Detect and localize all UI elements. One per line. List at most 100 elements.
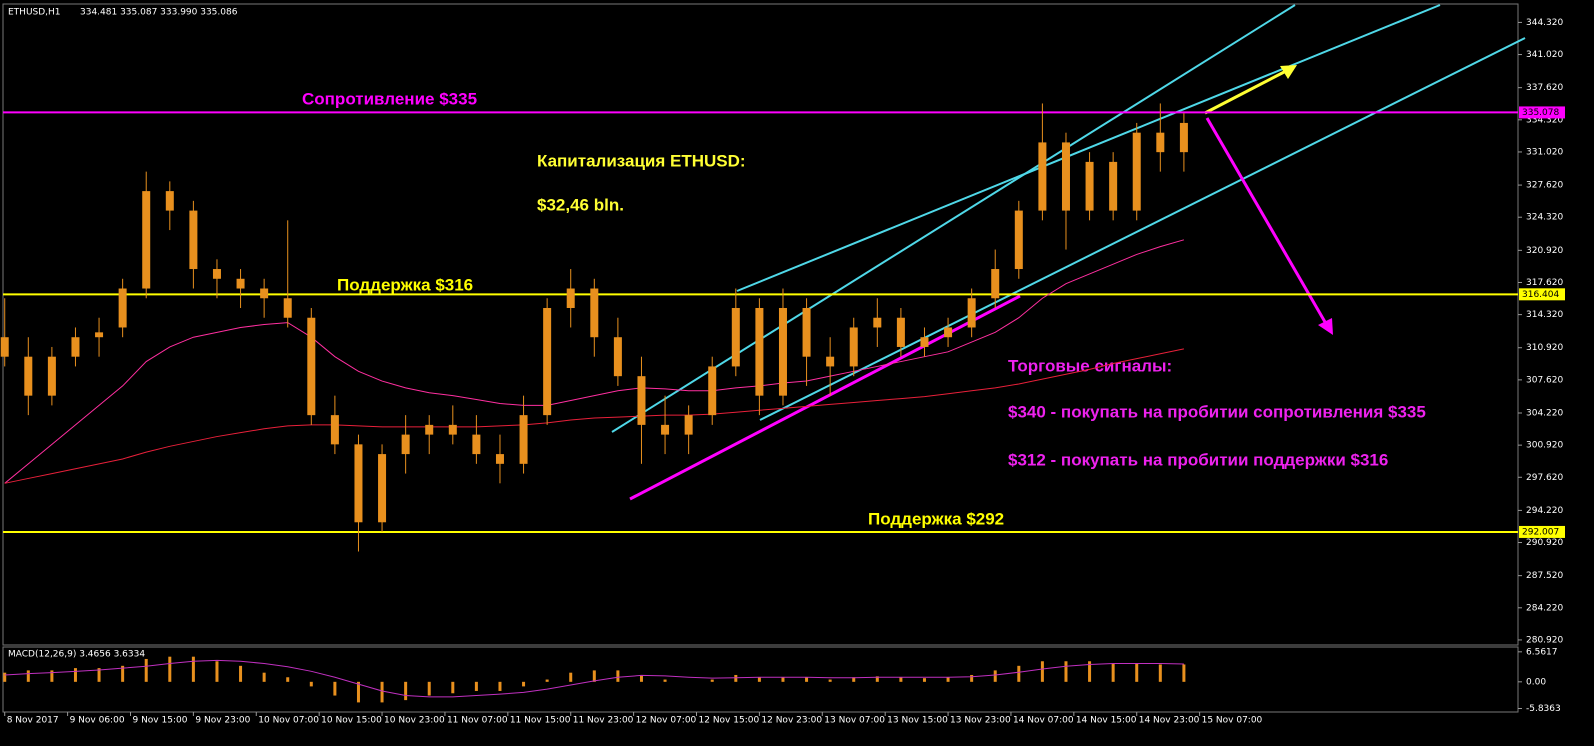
x-tick-label: 8 Nov 2017 bbox=[7, 716, 59, 726]
macd-y-tick-label: 6.5617 bbox=[1526, 647, 1558, 657]
level-tag-label: 335.078 bbox=[1522, 108, 1559, 118]
candle-body bbox=[1014, 210, 1023, 270]
macd-bar bbox=[333, 681, 337, 696]
y-tick-label: 300.920 bbox=[1526, 441, 1563, 451]
macd-bar bbox=[1158, 664, 1162, 682]
candle-body bbox=[24, 356, 33, 396]
macd-bar bbox=[569, 672, 573, 682]
candle-body bbox=[1038, 142, 1047, 211]
y-tick-label: 297.620 bbox=[1526, 473, 1563, 483]
y-tick-label: 290.920 bbox=[1526, 538, 1563, 548]
annotation: $340 - покупать на пробитии сопротивлени… bbox=[1008, 402, 1426, 421]
macd-bar bbox=[639, 674, 643, 682]
macd-bar bbox=[734, 674, 738, 682]
candle-body bbox=[236, 278, 245, 289]
annotation: Торговые сигналы: bbox=[1008, 356, 1172, 375]
x-tick-label: 12 Nov 23:00 bbox=[761, 716, 822, 726]
main-frame bbox=[2, 3, 1519, 646]
channel-line bbox=[611, 4, 1296, 433]
x-tick-label: 14 Nov 23:00 bbox=[1139, 716, 1200, 726]
drawings bbox=[611, 4, 1526, 501]
quote: 334.481 335.087 333.990 335.086 bbox=[80, 8, 238, 18]
arrow bbox=[1204, 68, 1289, 115]
x-tick-label: 9 Nov 06:00 bbox=[70, 716, 125, 726]
candle-body bbox=[543, 307, 552, 416]
candle-body bbox=[330, 415, 339, 445]
candle-body bbox=[448, 424, 457, 435]
macd-bar bbox=[474, 681, 478, 691]
macd-bar bbox=[852, 677, 856, 682]
x-tick-label: 14 Nov 15:00 bbox=[1076, 716, 1137, 726]
y-tick-label: 344.320 bbox=[1526, 18, 1563, 28]
level-tag bbox=[1519, 525, 1565, 538]
macd-frame bbox=[2, 646, 1519, 713]
macd-bar bbox=[970, 674, 974, 682]
macd-bar bbox=[1064, 661, 1068, 682]
moving-average bbox=[4, 348, 1185, 484]
macd-bar bbox=[309, 681, 313, 687]
macd-bar bbox=[427, 681, 431, 696]
macd-bar bbox=[1111, 663, 1115, 682]
channel-line bbox=[736, 4, 1441, 292]
candle-body bbox=[142, 191, 151, 289]
candle-body bbox=[212, 269, 221, 279]
candle-body bbox=[354, 444, 363, 523]
candle-body bbox=[47, 356, 56, 396]
level-tag bbox=[1519, 288, 1565, 301]
macd-bar bbox=[828, 679, 832, 682]
candle-body bbox=[613, 337, 622, 377]
x-tick-label: 15 Nov 07:00 bbox=[1202, 716, 1263, 726]
macd-y-tick-label: 0.00 bbox=[1526, 677, 1546, 687]
x-tick-label: 12 Nov 15:00 bbox=[699, 716, 760, 726]
candle-body bbox=[0, 337, 9, 357]
macd-bar bbox=[191, 656, 195, 682]
macd-bar bbox=[26, 670, 30, 682]
candle-body bbox=[944, 327, 953, 338]
y-tick-label: 324.320 bbox=[1526, 213, 1563, 223]
macd-bar bbox=[1017, 665, 1021, 682]
macd-bar bbox=[3, 672, 7, 682]
y-tick-label: 287.520 bbox=[1526, 571, 1563, 581]
candle-body bbox=[71, 337, 80, 357]
x-tick-label: 10 Nov 23:00 bbox=[384, 716, 445, 726]
macd-bar bbox=[922, 678, 926, 682]
macd-bar bbox=[663, 679, 667, 682]
x-tick-label: 12 Nov 07:00 bbox=[636, 716, 697, 726]
moving-average bbox=[4, 239, 1185, 484]
macd-bar bbox=[168, 656, 172, 682]
x-tick-label: 10 Nov 15:00 bbox=[321, 716, 382, 726]
candle-body bbox=[826, 356, 835, 367]
macd-bar bbox=[875, 676, 879, 682]
x-tick-label: 13 Nov 07:00 bbox=[824, 716, 885, 726]
macd-bar bbox=[710, 679, 714, 682]
candle-body bbox=[1179, 122, 1188, 153]
level-text: Поддержка $292 bbox=[868, 509, 1004, 528]
macd-bar bbox=[121, 665, 125, 682]
macd-title: MACD(12,26,9) 3.4656 3.6334 bbox=[8, 650, 145, 660]
macd-bar bbox=[545, 679, 549, 682]
y-tick-label: 280.920 bbox=[1526, 635, 1563, 645]
level-tag-label: 316.404 bbox=[1522, 290, 1559, 300]
macd-bar bbox=[946, 677, 950, 682]
macd-bar bbox=[498, 681, 502, 691]
candle-body bbox=[684, 415, 693, 435]
candle-body bbox=[165, 191, 174, 211]
macd-bar bbox=[50, 670, 54, 682]
y-tick-label: 320.920 bbox=[1526, 246, 1563, 256]
x-tick-label: 10 Nov 07:00 bbox=[258, 716, 319, 726]
candle-body bbox=[95, 332, 104, 338]
candle-body bbox=[495, 454, 504, 464]
y-tick-label: 331.020 bbox=[1526, 147, 1563, 157]
candle-body bbox=[755, 307, 764, 396]
arrow bbox=[1205, 117, 1327, 323]
candle-body bbox=[283, 298, 292, 318]
candle-body bbox=[378, 454, 387, 523]
level-text: Поддержка $316 bbox=[337, 275, 473, 294]
candle-body bbox=[1132, 132, 1141, 211]
macd-bar bbox=[451, 681, 455, 694]
macd-bar bbox=[899, 677, 903, 682]
x-tick-label: 11 Nov 23:00 bbox=[573, 716, 634, 726]
